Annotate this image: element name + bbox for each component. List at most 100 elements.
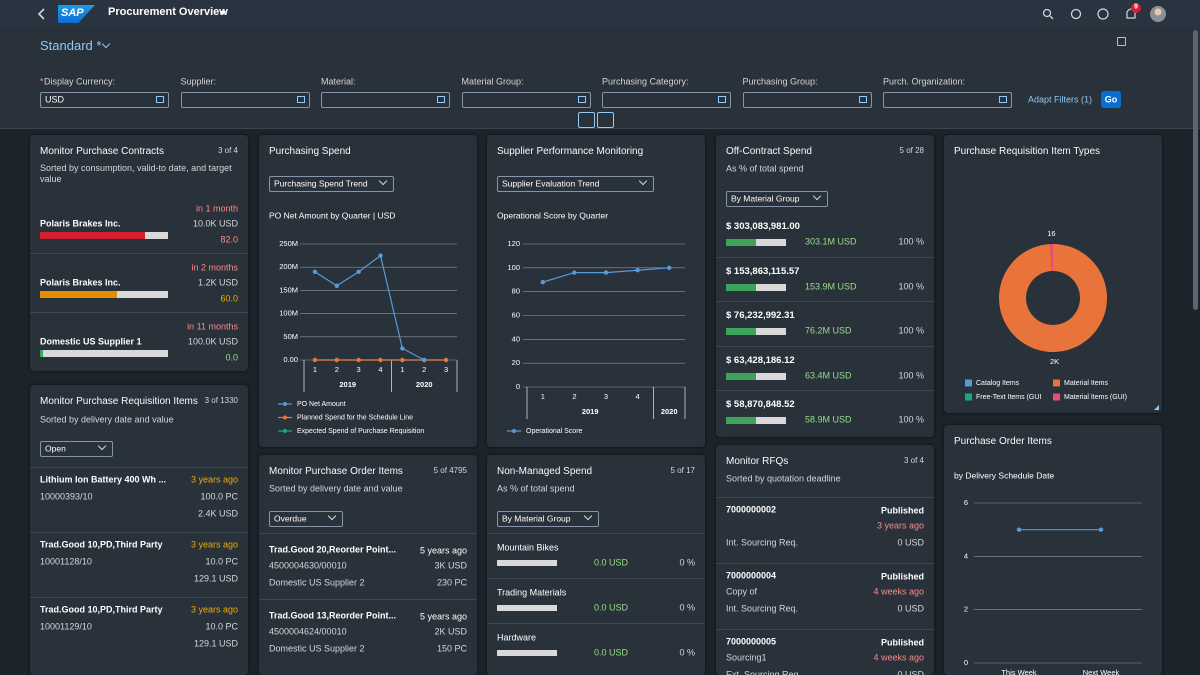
required-marker: * [40, 76, 44, 87]
variant-name[interactable]: Standard * [40, 37, 102, 53]
separator [716, 497, 934, 498]
card-subtitle: Sorted by delivery date and value [40, 414, 174, 425]
help-icon[interactable] [1097, 8, 1109, 20]
spend-bar-track [756, 417, 786, 424]
spend-bar-track [756, 239, 786, 246]
spend-amount: 58.9M USD [805, 414, 852, 425]
spend-bar [726, 239, 756, 246]
value-help-icon[interactable] [858, 96, 867, 103]
card-count: 3 of 4 [217, 146, 238, 155]
due-date: in 2 months [191, 262, 238, 273]
data-point [312, 357, 318, 363]
card-subtitle: Sorted by consumption, valid-to date, an… [40, 163, 232, 185]
filter-label: Purch. Organization: [883, 76, 966, 87]
search-icon[interactable] [1042, 8, 1052, 18]
separator [259, 599, 477, 600]
dropdown[interactable] [726, 191, 828, 207]
spend-share: 100 % [898, 280, 924, 291]
progress-track [40, 350, 168, 357]
separator [30, 532, 248, 533]
dropdown[interactable] [497, 176, 654, 192]
y-tick-label: 50M [283, 332, 298, 341]
dropdown-value[interactable]: By Material Group [502, 513, 571, 524]
back-button[interactable] [37, 8, 45, 20]
data-point [400, 346, 405, 351]
x-tick-label: 2 [335, 365, 339, 374]
filter-input[interactable] [40, 92, 169, 108]
dropdown-value[interactable]: By Material Group [731, 193, 800, 204]
filter-input[interactable] [461, 92, 591, 108]
card-title: Monitor Purchase Requisition Items [40, 395, 198, 407]
resize-handle[interactable] [1154, 405, 1159, 410]
donut-slice [1050, 244, 1053, 272]
legend-swatch [965, 393, 972, 401]
data-point [334, 283, 339, 288]
value-help-icon[interactable] [718, 96, 726, 103]
spend-bar [726, 328, 756, 335]
dropdown-value[interactable]: Purchasing Spend Trend [274, 178, 368, 189]
app-title[interactable]: Procurement Overview [108, 6, 228, 19]
value-help-icon[interactable] [437, 96, 445, 103]
legend-label: Material Items [1064, 380, 1108, 387]
spend-bar [726, 417, 756, 424]
x-tick-label: 3 [444, 365, 448, 374]
filter-input[interactable] [180, 92, 310, 108]
share-icon[interactable] [1117, 37, 1126, 46]
separator [487, 623, 705, 624]
rfq-status: Published [880, 505, 924, 516]
x-tick-label: 4 [636, 392, 640, 401]
filter-input[interactable] [883, 92, 1012, 108]
filter-input[interactable] [742, 92, 872, 108]
amount: 10.0K USD [192, 218, 238, 229]
data-point [400, 357, 405, 363]
card-requisitions [30, 385, 248, 675]
value-help-icon[interactable] [999, 96, 1007, 103]
spend-total: $ 76,232,992.31 [726, 310, 795, 322]
spend-bar-track [497, 650, 557, 656]
x-tick-label: 1 [400, 365, 404, 374]
item-quantity: 10.0 PC [205, 621, 238, 632]
filter-input[interactable] [321, 92, 450, 108]
scrollbar [1193, 30, 1198, 310]
value-help-icon[interactable] [577, 96, 586, 103]
y-tick-label: 4 [964, 551, 968, 560]
collapse-header-button[interactable] [578, 112, 595, 128]
data-label: 2K [1050, 357, 1059, 366]
spend-bar-track [497, 560, 557, 566]
dropdown-value[interactable]: Overdue [274, 513, 307, 524]
pin-header-button[interactable] [597, 112, 614, 128]
spend-share: 100 % [898, 236, 924, 247]
data-point [603, 270, 609, 275]
copilot-icon[interactable] [1070, 8, 1082, 20]
dropdown[interactable] [40, 441, 113, 457]
amount: 100.0K USD [187, 336, 238, 347]
item-value: 2.4K USD [197, 508, 238, 519]
shell-bar [0, 0, 1200, 28]
x-tick-label: Next Week [1083, 668, 1120, 675]
spend-amount: 153.9M USD [805, 280, 857, 291]
title-menu-arrow[interactable] [220, 11, 226, 15]
rfq-status: Published [880, 571, 924, 582]
data-point [572, 270, 577, 275]
dropdown-value[interactable]: Supplier Evaluation Trend [502, 178, 600, 189]
go-button[interactable] [1101, 91, 1121, 108]
item-id: 10001128/10 [40, 556, 92, 567]
dropdown[interactable] [269, 176, 394, 192]
legend-label: Expected Spend of Purchase Requisition [297, 428, 424, 435]
card-title: Purchase Order Items [954, 435, 1052, 447]
rfq-value: 0 USD [897, 669, 924, 675]
dropdown[interactable] [497, 511, 599, 527]
go-button-label[interactable]: Go [1104, 94, 1118, 105]
adapt-filters-link[interactable]: Adapt Filters (1) [1028, 94, 1093, 105]
value-help-icon[interactable] [296, 96, 305, 103]
spend-total: $ 303,083,981.00 [726, 221, 800, 233]
dropdown-value[interactable]: Open [45, 443, 66, 454]
value-help-icon[interactable] [156, 96, 164, 103]
filter-label: Supplier: [180, 76, 217, 87]
rfq-id: 7000000004 [726, 570, 777, 581]
spend-bar [726, 283, 756, 291]
data-point [378, 253, 383, 258]
rfq-due: 4 weeks ago [873, 586, 924, 597]
dropdown[interactable] [269, 511, 343, 527]
filter-input[interactable] [602, 92, 731, 108]
